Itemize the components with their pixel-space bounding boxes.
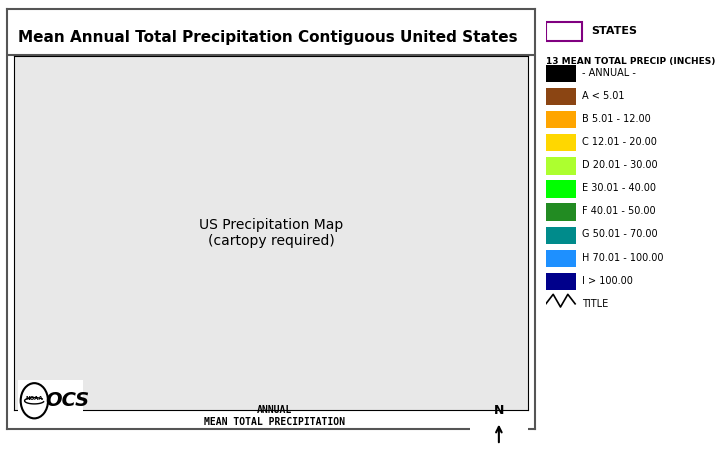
Text: - ANNUAL -: - ANNUAL - (583, 68, 636, 77)
Text: NOAA: NOAA (25, 396, 43, 401)
Bar (546, 111, 576, 128)
Bar (546, 157, 576, 175)
Text: Mean Annual Total Precipitation Contiguous United States: Mean Annual Total Precipitation Contiguo… (18, 30, 518, 45)
Text: N: N (494, 404, 504, 417)
Bar (546, 226, 576, 244)
Text: TITLE: TITLE (583, 299, 609, 309)
Bar (546, 180, 576, 198)
Text: B 5.01 - 12.00: B 5.01 - 12.00 (583, 114, 651, 124)
Bar (546, 250, 576, 267)
Text: US Precipitation Map
(cartopy required): US Precipitation Map (cartopy required) (199, 218, 343, 248)
Text: G 50.01 - 70.00: G 50.01 - 70.00 (583, 229, 658, 240)
Text: I > 100.00: I > 100.00 (583, 276, 633, 286)
Text: E 30.01 - 40.00: E 30.01 - 40.00 (583, 183, 656, 193)
Text: C 12.01 - 20.00: C 12.01 - 20.00 (583, 137, 657, 147)
Text: H 70.01 - 100.00: H 70.01 - 100.00 (583, 253, 664, 262)
Text: STATES: STATES (591, 26, 637, 36)
Bar (546, 203, 576, 221)
Text: F 40.01 - 50.00: F 40.01 - 50.00 (583, 206, 656, 216)
Text: A < 5.01: A < 5.01 (583, 91, 625, 101)
Bar (546, 65, 576, 82)
Bar (546, 88, 576, 105)
Bar (546, 134, 576, 151)
Bar (546, 273, 576, 290)
Text: ANNUAL
MEAN TOTAL PRECIPITATION: ANNUAL MEAN TOTAL PRECIPITATION (204, 405, 346, 427)
Bar (546, 22, 583, 41)
Text: 13 MEAN TOTAL PRECIP (INCHES): 13 MEAN TOTAL PRECIP (INCHES) (546, 57, 715, 66)
Text: OCS: OCS (45, 391, 89, 410)
Text: D 20.01 - 30.00: D 20.01 - 30.00 (583, 160, 658, 170)
